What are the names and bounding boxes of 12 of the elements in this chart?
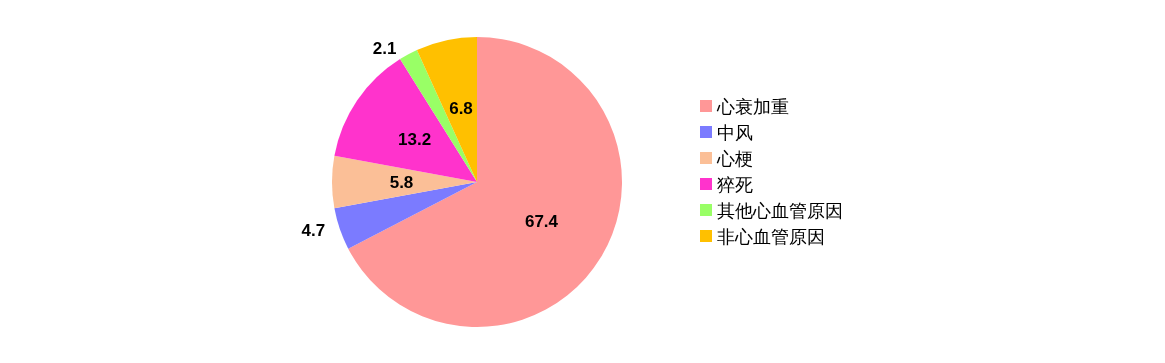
data-label: 6.8 (449, 98, 473, 118)
legend-label: 非心血管原因 (717, 225, 825, 247)
legend-label: 心衰加重 (716, 95, 789, 117)
legend-label: 其他心血管原因 (717, 199, 843, 221)
data-label: 67.4 (524, 211, 559, 231)
data-label: 4.7 (301, 221, 326, 241)
legend-label: 中风 (717, 121, 753, 143)
legend-label: 猝死 (717, 173, 753, 195)
legend-label: 心梗 (716, 147, 753, 169)
data-label: 5.8 (389, 172, 414, 192)
data-label: 2.1 (372, 39, 397, 59)
data-label: 13.2 (398, 130, 432, 150)
